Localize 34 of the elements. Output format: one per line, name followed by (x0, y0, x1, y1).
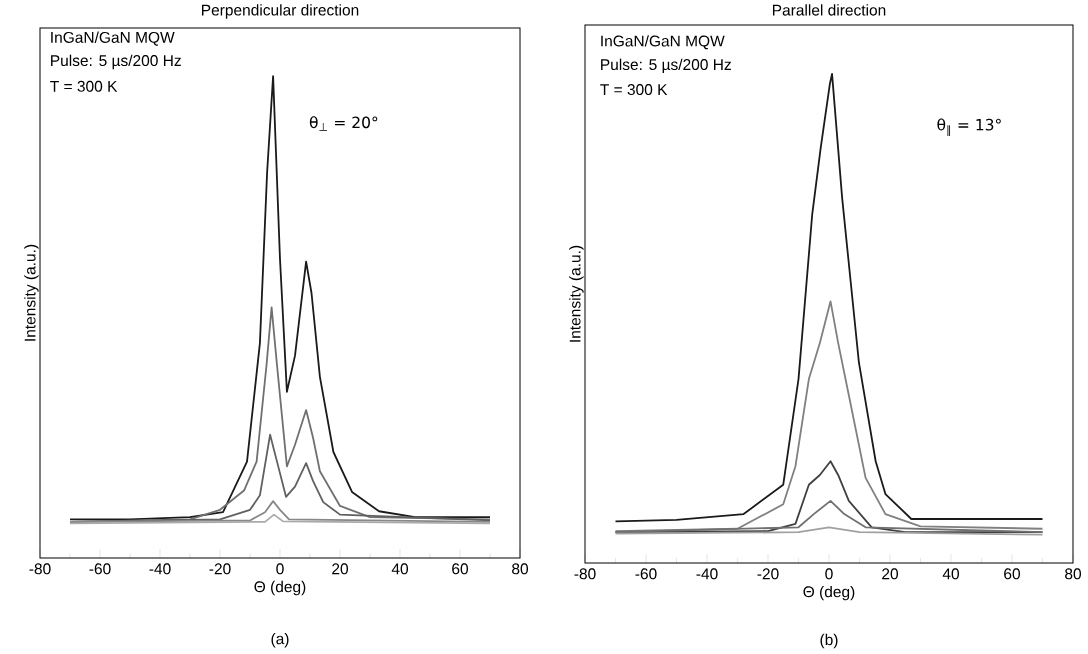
x-tick-label: -40 (696, 568, 718, 580)
x-tick-label: -20 (757, 568, 779, 580)
x-axis-title: Θ (deg) (803, 585, 855, 601)
x-tick-label: -80 (574, 568, 596, 580)
text: InGaN/GaN MQW (51, 31, 175, 46)
x-tick-label: 20 (332, 563, 349, 575)
x-tick-label: -60 (89, 563, 111, 575)
x-tick-label: -80 (29, 563, 51, 575)
x-tick-label: 40 (942, 568, 960, 580)
x-tick-label: 60 (452, 563, 469, 575)
text: Pulse: 5 µs/200 Hz (601, 58, 731, 74)
annotation: θ$_{⊥}$ = 20° (309, 116, 378, 131)
annotation: T = 300 K (600, 84, 668, 96)
x-tick-label: -20 (209, 563, 231, 575)
text: (b) (820, 633, 838, 649)
text: Pulse: 5 µs/200 Hz (51, 54, 181, 70)
x-tick-label: 40 (391, 563, 409, 575)
x-tick-label: 0 (276, 563, 284, 575)
text: (a) (271, 632, 289, 648)
y-axis-title: Intensity (a.u.) (569, 245, 584, 342)
x-axis-title: Θ (deg) (254, 580, 306, 596)
x-tick-label: -40 (149, 563, 171, 575)
chart-title: Perpendicular direction (202, 4, 359, 19)
x-tick-label: 0 (825, 568, 833, 580)
x-tick-label: -60 (635, 568, 657, 580)
x-tick-label: 60 (1004, 568, 1021, 580)
x-tick-label: 20 (882, 568, 899, 580)
chart-title: Parallel direction (772, 4, 886, 16)
x-tick-label: 80 (512, 563, 529, 575)
annotation: T = 300 K (50, 80, 118, 92)
text: InGaN/GaN MQW (601, 35, 725, 50)
y-axis-title: Intensity (a.u.) (24, 244, 39, 341)
x-tick-label: 80 (1065, 568, 1082, 580)
annotation: θ$_{∥}$ = 13° (937, 118, 1001, 137)
